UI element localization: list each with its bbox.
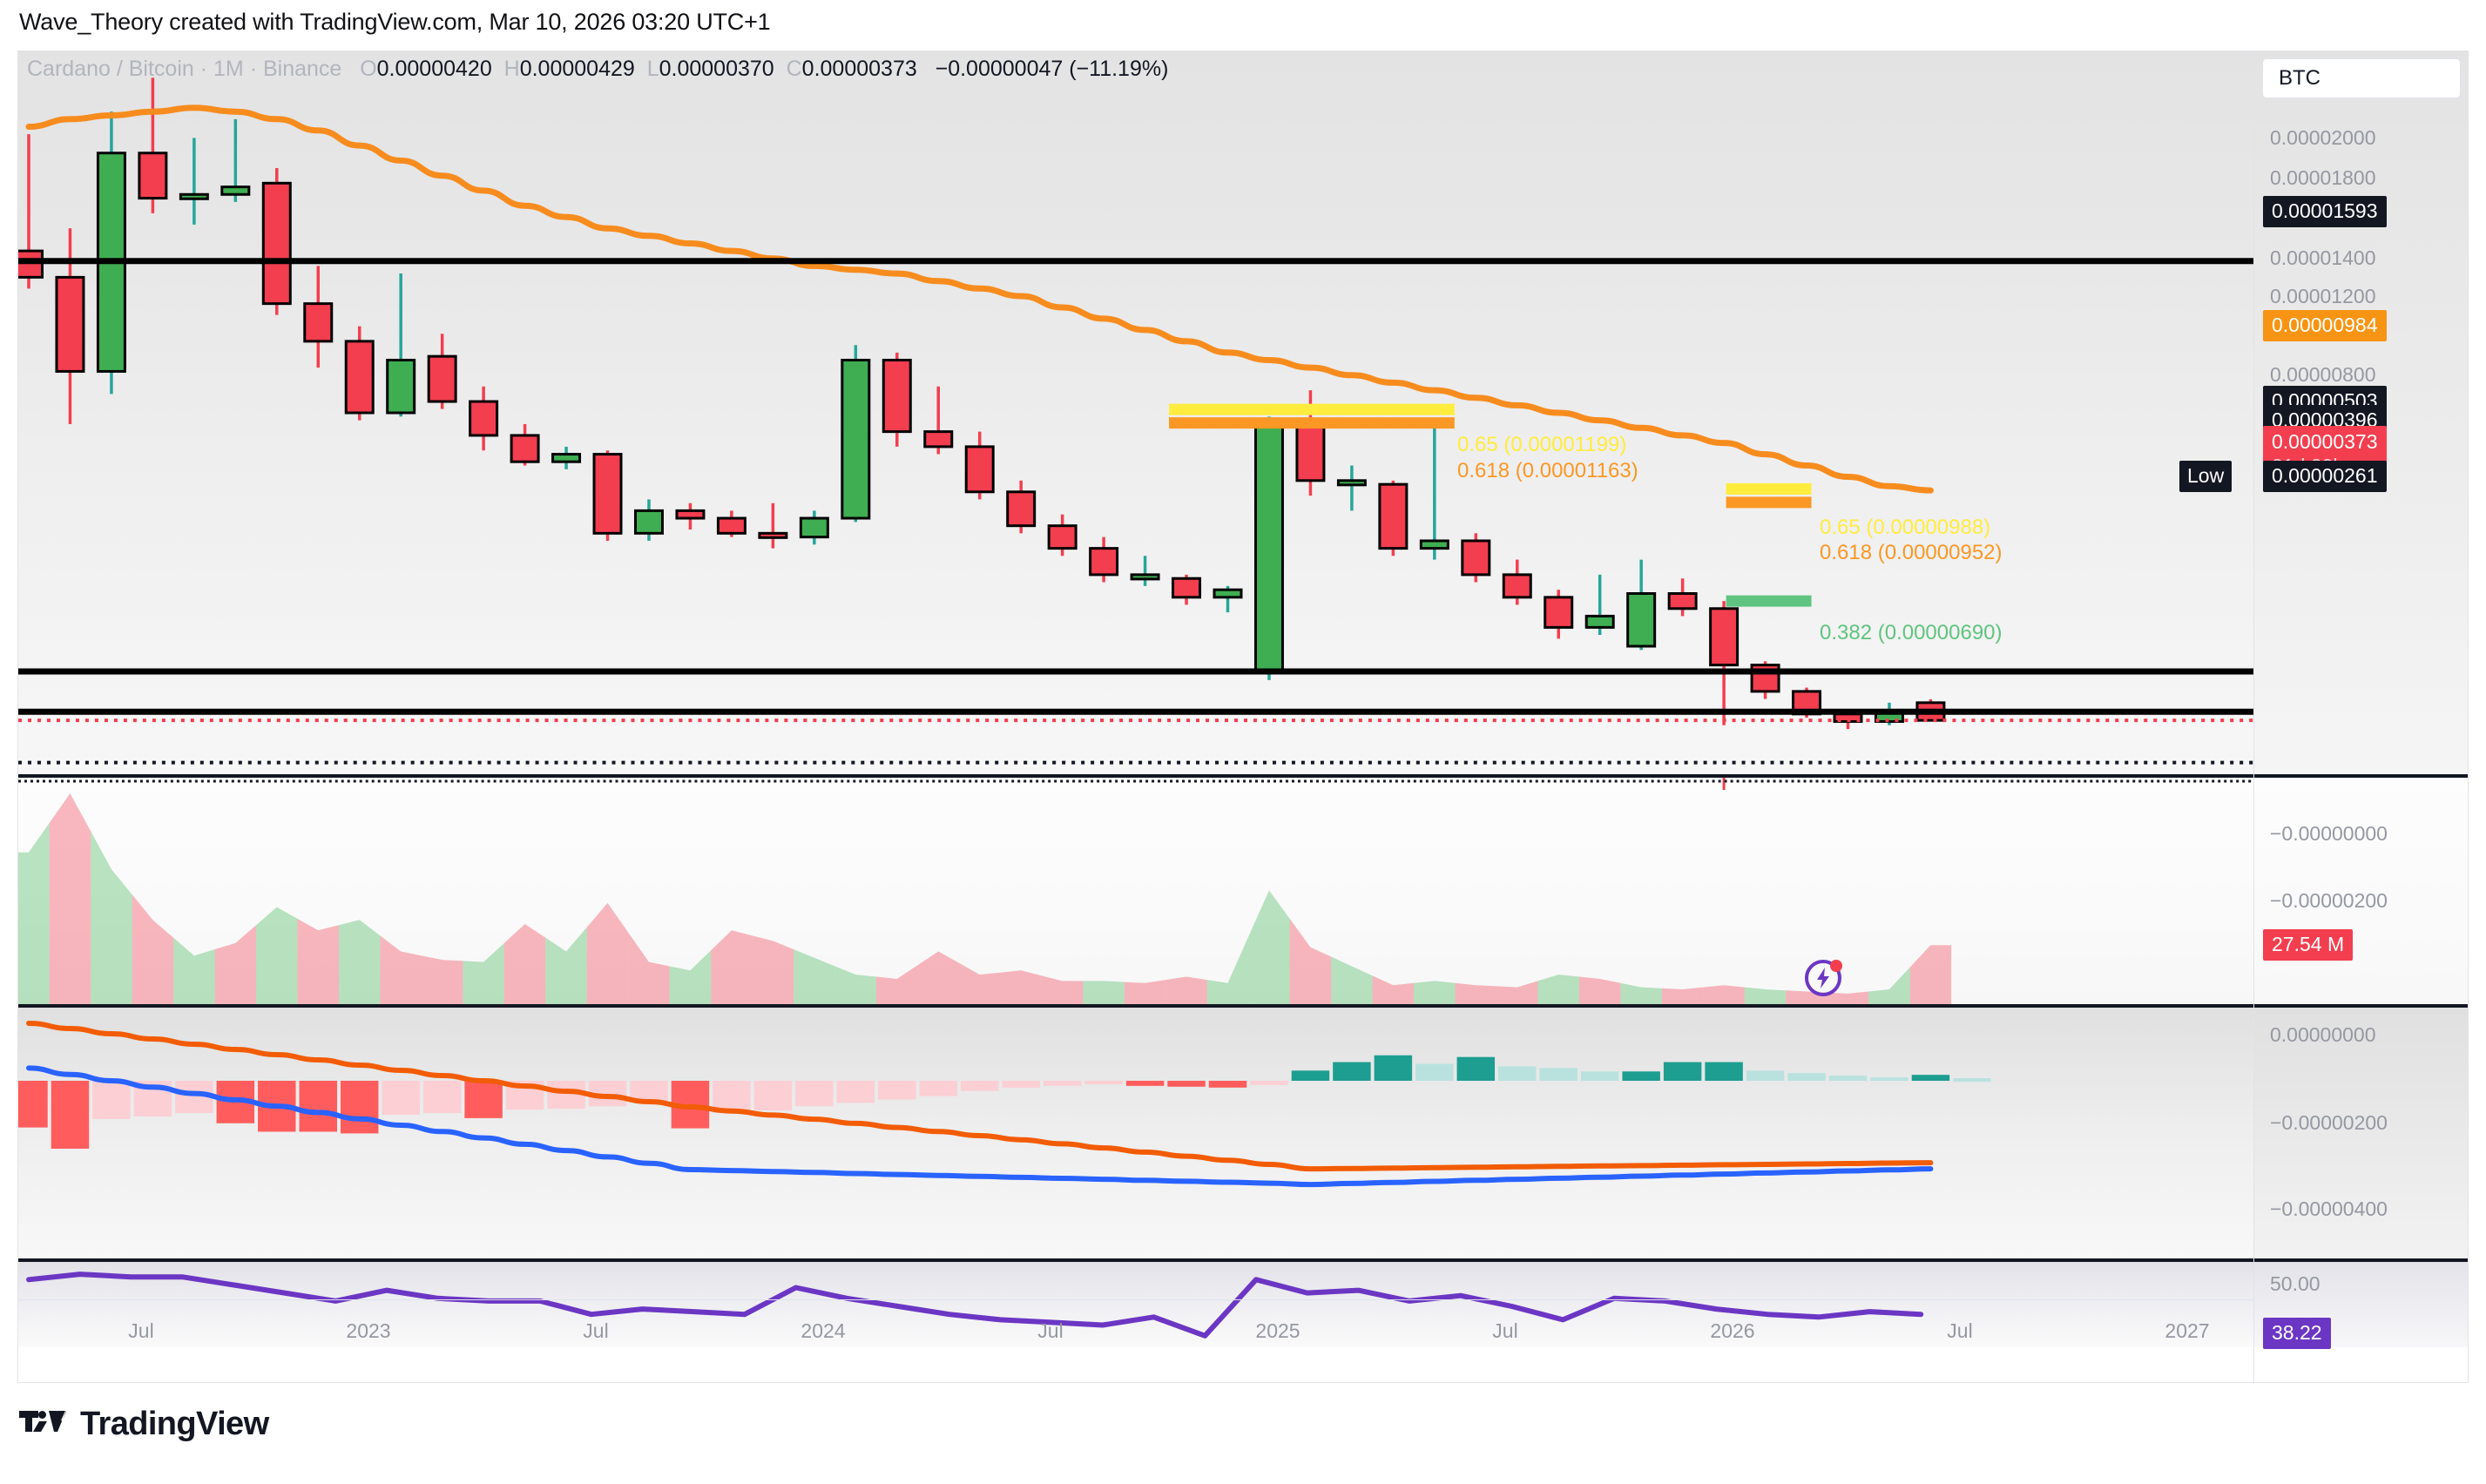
time-tick-1: 2023 bbox=[346, 1319, 391, 1342]
macd-tick-400: −0.00000400 bbox=[2270, 1197, 2388, 1220]
rsi-tick-50: 50.00 bbox=[2270, 1272, 2320, 1295]
time-tick-2: Jul bbox=[583, 1319, 609, 1342]
rsi-pane[interactable] bbox=[18, 1262, 2468, 1347]
badge-resistance-high[interactable]: 0.00001593 bbox=[2263, 196, 2387, 228]
volume-pane-canvas bbox=[18, 778, 2468, 1004]
currency-unit-box[interactable]: BTC bbox=[2262, 58, 2461, 98]
badge-low-tag: Low bbox=[2179, 461, 2233, 492]
candlestick-series bbox=[18, 78, 1946, 730]
time-tick-0: Jul bbox=[128, 1319, 154, 1342]
time-tick-8: Jul bbox=[1947, 1319, 1973, 1342]
badge-ema-value[interactable]: 0.00000984 bbox=[2263, 310, 2387, 342]
badge-rsi-value[interactable]: 38.22 bbox=[2263, 1318, 2331, 1350]
fibonacci-zones bbox=[1169, 403, 1812, 607]
pane-separator-2[interactable] bbox=[18, 1004, 2468, 1008]
macd-lines bbox=[25, 1021, 1934, 1188]
last-price-value: 0.00000373 bbox=[2272, 430, 2378, 453]
time-tick-9: 2027 bbox=[2165, 1319, 2210, 1342]
time-tick-3: 2024 bbox=[801, 1319, 846, 1342]
volume-tick-200: −0.00000200 bbox=[2270, 889, 2388, 912]
rsi-pane-canvas bbox=[25, 1272, 1924, 1339]
alert-badge-dot bbox=[1830, 960, 1842, 972]
price-pane[interactable] bbox=[18, 51, 2468, 774]
pane-separator-3[interactable] bbox=[18, 1258, 2468, 1262]
volume-pane[interactable] bbox=[18, 778, 2468, 1004]
watermark-text: Wave_Theory created with TradingView.com… bbox=[19, 9, 771, 35]
alert-lightning-icon[interactable] bbox=[1802, 954, 1848, 999]
macd-histogram bbox=[18, 1055, 1991, 1149]
ema-overlay-line bbox=[25, 105, 1934, 494]
time-axis[interactable]: Jul 2023 Jul 2024 Jul 2025 Jul 2026 Jul … bbox=[17, 1299, 2469, 1383]
footer-branding: TradingView bbox=[19, 1406, 269, 1443]
macd-tick-0: 0.00000000 bbox=[2270, 1023, 2376, 1046]
volume-tick-0: −0.00000000 bbox=[2270, 822, 2388, 845]
price-pane-canvas bbox=[18, 78, 2468, 765]
price-tick-1800: 0.00001800 bbox=[2270, 166, 2376, 189]
price-axis-bg-macd bbox=[2254, 1008, 2468, 1258]
time-tick-4: Jul bbox=[1037, 1319, 1064, 1342]
currency-unit-label: BTC bbox=[2279, 66, 2320, 90]
badge-volume-value[interactable]: 27.54 M bbox=[2263, 929, 2354, 961]
footer-brand-label: TradingView bbox=[80, 1406, 269, 1442]
horizontal-levels bbox=[18, 258, 2468, 765]
volume-area-series bbox=[18, 778, 1952, 1004]
macd-tick-200: −0.00000200 bbox=[2270, 1111, 2388, 1134]
price-axis-bg-volume bbox=[2254, 778, 2468, 1004]
price-tick-2000: 0.00002000 bbox=[2270, 126, 2376, 149]
chart-frame: Cardano / Bitcoin · 1M · Binance O0.0000… bbox=[17, 51, 2469, 1384]
price-tick-1400: 0.00001400 bbox=[2270, 246, 2376, 269]
time-tick-6: Jul bbox=[1492, 1319, 1518, 1342]
price-tick-0800: 0.00000800 bbox=[2270, 363, 2376, 386]
price-tick-1200: 0.00001200 bbox=[2270, 285, 2376, 307]
tradingview-logo-icon bbox=[19, 1410, 66, 1432]
badge-low-value[interactable]: 0.00000261 bbox=[2263, 461, 2387, 493]
macd-pane-canvas bbox=[18, 1021, 1991, 1188]
time-tick-5: 2025 bbox=[1255, 1319, 1300, 1342]
macd-pane[interactable] bbox=[18, 1008, 2468, 1258]
time-tick-7: 2026 bbox=[1710, 1319, 1755, 1342]
price-axis[interactable]: BTC 0.00002000 0.00001800 0.00001400 0.0… bbox=[2179, 51, 2468, 1384]
rsi-line-series bbox=[25, 1272, 1924, 1339]
pane-separator-1[interactable] bbox=[18, 774, 2468, 778]
